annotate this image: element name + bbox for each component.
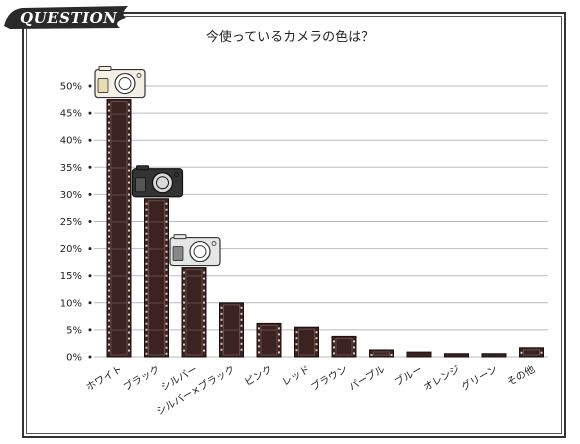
white-camera-icon (94, 66, 146, 99)
tick-dot (88, 84, 92, 88)
bar (369, 349, 394, 358)
tick-dot (88, 192, 92, 196)
tick-dot (88, 247, 92, 251)
bar (106, 99, 132, 358)
y-tick-label: 20% (60, 244, 82, 255)
category-label: レッド (281, 364, 312, 389)
bar (481, 353, 507, 358)
y-tick-label: 30% (60, 190, 82, 201)
tick-dot (88, 301, 92, 305)
category-label: ブラック (121, 362, 162, 393)
category-label: パープル (347, 363, 387, 393)
bar (144, 198, 169, 358)
category-label: ホワイト (84, 363, 125, 393)
bar (181, 267, 207, 358)
silver-camera-icon (169, 234, 221, 267)
y-tick-label: 0% (66, 353, 82, 364)
y-tick-label: 10% (60, 298, 82, 309)
tick-dot (88, 220, 92, 223)
chart-title: 今使っているカメラの色は？ (205, 30, 375, 45)
y-tick-label: 45% (60, 109, 82, 120)
category-label: ブラウン (308, 362, 349, 393)
category-label: グリーン (459, 362, 500, 393)
inner-frame (26, 16, 562, 434)
outer-frame (22, 12, 566, 438)
black-camera-icon (131, 165, 184, 198)
badge-label: QUESTION (20, 9, 118, 27)
bar (444, 353, 469, 358)
category-label: ブルー (392, 362, 424, 388)
y-tick-label: 25% (60, 217, 82, 228)
category-label: ピンク (243, 363, 275, 388)
bar (256, 322, 282, 358)
badge-brush-shape (4, 6, 128, 29)
bar (406, 351, 432, 358)
tick-dot (88, 165, 92, 169)
tick-dot (88, 111, 92, 115)
bar (519, 347, 544, 358)
category-label: オレンジ (421, 363, 462, 393)
y-tick-label: 50% (60, 82, 82, 93)
tick-dot (88, 328, 92, 332)
bar (219, 302, 244, 358)
bar (331, 335, 357, 358)
question-badge: QUESTION (2, 4, 132, 30)
tick-dot (88, 355, 92, 359)
bar (294, 326, 319, 358)
y-tick-label: 40% (60, 136, 82, 147)
y-tick-label: 35% (60, 163, 82, 174)
y-tick-label: 15% (60, 271, 82, 282)
category-label: その他 (505, 362, 537, 388)
tick-dot (88, 138, 92, 142)
y-tick-label: 5% (66, 325, 82, 336)
tick-dot (88, 274, 92, 278)
